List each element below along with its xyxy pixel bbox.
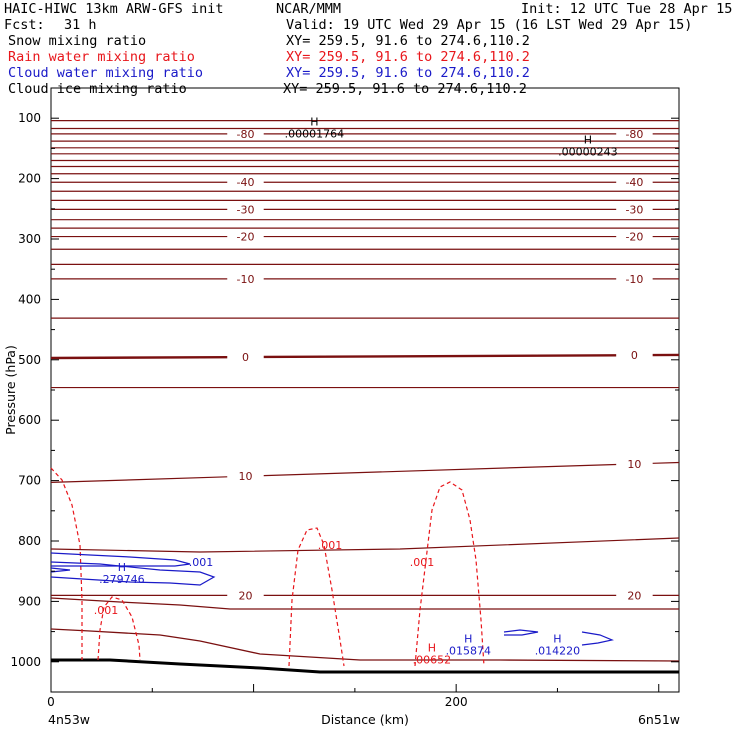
isotherm-label: -20 xyxy=(236,231,254,244)
rain-contour-label: .001 xyxy=(318,539,343,552)
rain-water-contour xyxy=(414,481,485,667)
x-tick-label: 200 xyxy=(445,695,468,709)
forecast-hour: 31 h xyxy=(64,17,97,33)
field-cloudwater-name: Cloud water mixing ratio xyxy=(8,65,204,81)
isotherm-label: -20 xyxy=(625,231,643,244)
isotherm-line xyxy=(652,461,680,464)
isotherm-label: 10 xyxy=(627,458,641,471)
field-rain-xy: XY= 259.5, 91.6 to 274.6,110.2 xyxy=(286,49,530,65)
cloud-water-contour-label: .001 xyxy=(189,556,214,569)
y-axis-title: Pressure (hPa) xyxy=(3,345,18,435)
isotherm-label: 0 xyxy=(631,349,638,362)
y-tick-label: 800 xyxy=(18,534,41,548)
isotherm-line xyxy=(50,537,680,553)
isotherm-label: 0 xyxy=(242,351,249,364)
isotherm-line xyxy=(50,628,680,662)
cloud-water-max-value: .279746 xyxy=(99,573,145,586)
field-cloudice-xy: XY= 259.5, 91.6 to 274.6,110.2 xyxy=(283,81,527,97)
surface-terrain-line xyxy=(51,658,679,674)
field-cloudice-name: Cloud ice mixing ratio xyxy=(8,81,187,97)
y-tick-label: 400 xyxy=(18,292,41,306)
snow-max-marker: H xyxy=(584,134,592,147)
rain-contour-label: .001 xyxy=(94,604,119,617)
cloud-water-contour xyxy=(503,629,539,636)
rain-water-contour xyxy=(50,467,83,660)
y-tick-label: 300 xyxy=(18,232,41,246)
cloud-water-contour xyxy=(50,567,71,573)
field-snow-xy: XY= 259.5, 91.6 to 274.6,110.2 xyxy=(286,33,530,49)
cloud-water-max-marker: H xyxy=(464,632,472,645)
field-rain-name: Rain water mixing ratio xyxy=(8,49,195,65)
cloud-water-max-marker: H xyxy=(553,632,561,645)
valid-time: Valid: 19 UTC Wed 29 Apr 15 (16 LST Wed … xyxy=(286,17,693,33)
snow-max-marker: H xyxy=(310,115,318,128)
isotherm-line xyxy=(50,355,228,360)
snow-max-value: .00000243 xyxy=(558,146,618,159)
cloud-water-contour xyxy=(50,561,216,586)
center-name: NCAR/MMM xyxy=(276,1,342,17)
isotherm-label: -40 xyxy=(236,176,254,189)
isotherm-label: 20 xyxy=(238,589,252,602)
isotherm-label: 10 xyxy=(238,470,252,483)
cloud-water-max-marker: H xyxy=(118,561,126,574)
isotherm-label: -80 xyxy=(625,128,643,141)
rain-water-contour xyxy=(97,596,141,661)
y-tick-label: 600 xyxy=(18,413,41,427)
snow-max-value: .00001764 xyxy=(285,127,345,140)
y-tick-label: 700 xyxy=(18,474,41,488)
isotherm-label: -30 xyxy=(625,203,643,216)
x-tick-label: 0 xyxy=(47,695,55,709)
isotherm-label: -80 xyxy=(236,128,254,141)
x-axis-title: Distance (km) xyxy=(321,712,409,727)
cloud-water-contour xyxy=(50,552,191,567)
isotherm-label: -10 xyxy=(236,273,254,286)
model-title: HAIC-HIWC 13km ARW-GFS init xyxy=(4,1,224,17)
isotherm-label: -30 xyxy=(236,203,254,216)
y-tick-label: 100 xyxy=(18,111,41,125)
forecast-label: Fcst: xyxy=(4,17,45,33)
isotherm-line xyxy=(263,463,617,477)
isotherm-label: -10 xyxy=(625,273,643,286)
isotherm-line xyxy=(50,476,228,484)
cloud-water-max-value: .014220 xyxy=(535,644,581,657)
right-endpoint-label: 6n51w xyxy=(638,712,680,727)
cloud-water-max-value: .015874 xyxy=(446,644,492,657)
rain-contour-label: .001 xyxy=(410,556,435,569)
field-snow-name: Snow mixing ratio xyxy=(8,33,147,49)
y-tick-label: 200 xyxy=(18,172,41,186)
y-tick-label: 900 xyxy=(18,594,41,608)
y-tick-label: 1000 xyxy=(10,655,41,669)
y-tick-label: 500 xyxy=(18,353,41,367)
plot-frame xyxy=(50,87,680,693)
isotherm-line xyxy=(50,597,679,610)
isotherm-label: -40 xyxy=(625,176,643,189)
isotherm-line xyxy=(263,354,617,359)
isotherm-label: 20 xyxy=(627,589,641,602)
rain-max-value: .00652 xyxy=(413,654,452,667)
field-cloudwater-xy: XY= 259.5, 91.6 to 274.6,110.2 xyxy=(286,65,530,81)
cloud-water-contour xyxy=(581,631,615,646)
init-time: Init: 12 UTC Tue 28 Apr 15 xyxy=(521,1,733,17)
rain-max-marker: H xyxy=(428,642,436,655)
left-endpoint-label: 4n53w xyxy=(48,712,90,727)
rain-water-contour xyxy=(288,527,345,667)
